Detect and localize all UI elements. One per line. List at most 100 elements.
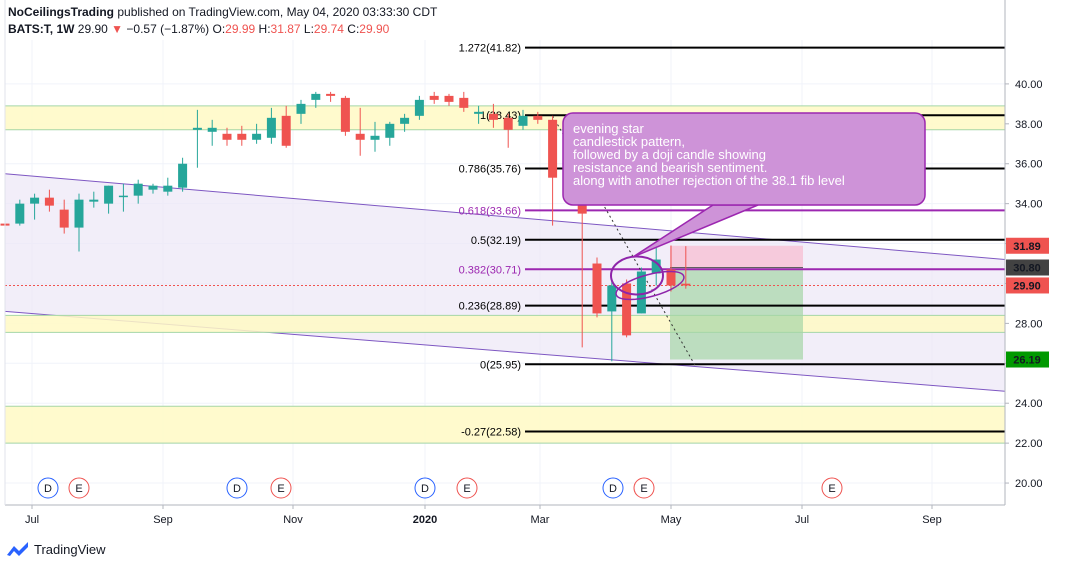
candle-body [385,123,395,138]
candle-body [192,127,202,130]
fib-level-label: 0.5(32.19) [471,235,521,247]
dividend-marker [414,477,436,499]
candle-body [296,103,306,114]
callout-text-line: candlestick pattern, [573,134,685,149]
callout-box [562,112,926,206]
earnings-marker [456,477,478,499]
y-tick-label: 20.00 [1015,478,1043,490]
x-tick-label: Sep [922,514,942,526]
support-resistance-zone [5,406,1005,444]
callout-text-line: evening star [573,121,644,136]
candle-body [163,185,173,192]
x-tick-label: Sep [153,514,173,526]
high-value: 31.87 [270,22,301,36]
candle-body [488,113,498,120]
candle-body [474,111,484,114]
candle-body [59,209,69,228]
candle-body [133,183,143,196]
dividend-marker [226,477,248,499]
candle-body [666,269,676,286]
candle-body [622,283,632,336]
last-price: 29.90 [77,22,108,36]
take-profit-zone [670,267,803,360]
candle-body [444,95,454,102]
y-tick-label: 40.00 [1015,79,1043,91]
candle-body [355,133,365,140]
candle-body [237,133,247,140]
pattern-circle [610,255,664,296]
earnings-marker [633,477,655,499]
author-name[interactable]: NoCeilingsTrading [8,5,115,19]
fib-level-label: -0.27(22.58) [461,427,521,439]
candle-body [533,115,543,120]
chart-header: NoCeilingsTrading published on TradingVi… [8,4,1008,38]
candle-body [607,285,617,312]
candle-body [429,95,439,100]
price-change: −0.57 (−1.87%) [126,22,210,36]
candle-body [89,199,99,202]
fib-level-label: 0(25.95) [480,359,521,371]
candle-body [281,115,291,146]
candle-body [400,117,410,124]
candle-body [74,199,84,228]
tradingview-footer[interactable]: TradingView [6,541,106,557]
down-arrow-icon: ▼ [111,22,124,36]
footer-brand: TradingView [34,541,106,557]
high-label: H: [258,22,271,36]
y-tick-label: 36.00 [1015,159,1043,171]
candle-body [207,127,217,132]
callout-text-line: resistance and bearish sentiment. [573,160,767,175]
dividend-marker [602,477,624,499]
event-marker-label: E [277,483,284,495]
candle-body [30,197,40,204]
candle-body [266,117,276,138]
publish-info: published on TradingView.com, May 04, 20… [117,5,438,19]
price-label-box [1006,351,1049,368]
y-tick-label: 28.00 [1015,318,1043,330]
event-marker-label: E [463,483,470,495]
event-marker-label: D [233,483,241,495]
fib-level-label: 0.382(30.71) [459,264,521,276]
y-tick-label: 34.00 [1015,199,1043,211]
candle-body [518,115,528,126]
event-marker-label: E [75,483,82,495]
price-label-box [1006,259,1049,276]
support-resistance-zone [5,315,1005,333]
ohlc-line: BATS:T, 1W 29.90 ▼ −0.57 (−1.87%) O:29.9… [8,21,1008,38]
candle-body [681,283,691,286]
candle-body [636,271,646,314]
earnings-marker [821,477,843,499]
pattern-circle [615,270,685,301]
close-value: 29.90 [359,22,390,36]
low-value: 29.74 [313,22,344,36]
candle-body [340,97,350,132]
candle-body [44,197,54,206]
price-label-text: 26.19 [1013,355,1041,367]
y-tick-label: 38.00 [1015,119,1043,131]
candle-body [222,133,232,140]
x-tick-label: 2020 [413,514,437,526]
symbol-label: BATS:T, 1W [8,22,75,36]
earnings-marker [68,477,90,499]
fib-level-label: 1.272(41.82) [459,43,521,55]
callout-text-line: along with another rejection of the 38.1… [573,173,845,188]
fib-level-label: 0.236(28.89) [459,301,521,313]
low-label: L: [303,22,314,36]
callout-text-line: followed by a doji candle showing [573,147,766,162]
x-tick-label: May [661,514,682,526]
event-marker-label: E [640,483,647,495]
y-tick-label: 22.00 [1015,438,1043,450]
stop-loss-zone [670,245,803,268]
candle-body [178,163,188,188]
event-marker-label: E [828,483,835,495]
fib-level-label: 0.786(35.76) [459,164,521,176]
candle-body [118,195,128,198]
earnings-marker [270,477,292,499]
x-tick-label: Mar [531,514,550,526]
publish-line: NoCeilingsTrading published on TradingVi… [8,4,1008,21]
candle-body [414,99,424,116]
fib-level-label: 0.618(33.66) [459,205,521,217]
candle-body [592,263,602,314]
candle-body [15,203,25,224]
